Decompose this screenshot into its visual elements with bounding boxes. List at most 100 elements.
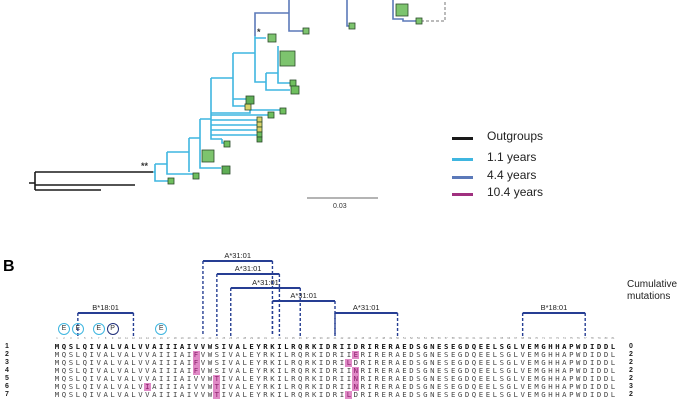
residue: L	[131, 358, 136, 367]
residue: I	[346, 382, 352, 391]
residue: L	[284, 382, 289, 391]
residue: A	[395, 374, 400, 383]
residue: Q	[298, 382, 303, 391]
residue: I	[172, 358, 178, 367]
residue: I	[172, 366, 178, 375]
residue: I	[589, 358, 595, 367]
residue: G	[506, 358, 511, 367]
residue: Y	[256, 350, 261, 359]
residue: E	[527, 358, 532, 367]
residue: V	[145, 358, 150, 367]
position-number: 40	[326, 337, 330, 340]
position-number: 56	[437, 337, 441, 340]
residue: I	[339, 382, 345, 391]
residue: R	[332, 342, 338, 351]
residue: H	[548, 390, 553, 399]
panel-b-label: B	[3, 258, 15, 275]
residue: V	[228, 366, 233, 375]
residue: L	[284, 342, 289, 351]
residue: A	[103, 374, 108, 383]
residue: E	[485, 382, 491, 391]
residue: W	[576, 374, 581, 383]
residue: Q	[298, 358, 303, 367]
residue: N	[430, 342, 435, 351]
residue: M	[54, 342, 60, 351]
residue: S	[214, 350, 220, 359]
epitope-label: A*31:01	[352, 303, 380, 312]
residue: E	[381, 366, 386, 375]
mutated-residue: T	[213, 374, 221, 383]
position-number: 5	[84, 337, 86, 340]
residue: I	[89, 358, 94, 367]
residue: P	[569, 366, 574, 375]
residue: H	[548, 358, 553, 367]
residue: P	[569, 382, 574, 391]
residue: S	[416, 366, 421, 375]
residue: L	[284, 350, 289, 359]
residue: Q	[61, 350, 67, 359]
residue: R	[332, 374, 338, 383]
residue: A	[103, 366, 108, 375]
residue: I	[339, 366, 345, 375]
residue: L	[610, 382, 616, 391]
residue: A	[152, 350, 157, 359]
residue: L	[75, 350, 81, 359]
residue: D	[596, 374, 602, 383]
residue: G	[423, 366, 428, 375]
residue: I	[318, 350, 324, 359]
position-number: 58	[451, 337, 455, 340]
residue: R	[332, 366, 338, 375]
residue: L	[513, 342, 518, 351]
residue: K	[270, 366, 275, 375]
residue: K	[311, 350, 317, 359]
legend-label: 1.1 years	[487, 150, 537, 164]
epitope-label: A*31:01	[290, 291, 318, 300]
residue: G	[457, 382, 463, 391]
residue: D	[603, 382, 609, 391]
row-number: 1	[5, 343, 9, 350]
dashed-branch	[421, 0, 446, 22]
residue: V	[96, 366, 101, 375]
position-number: 47	[375, 337, 379, 340]
residue: E	[402, 390, 407, 399]
residue: P	[569, 390, 574, 399]
residue: L	[284, 390, 289, 399]
residue: M	[54, 382, 60, 391]
residue: R	[360, 350, 365, 359]
residue: E	[437, 350, 442, 359]
residue: I	[589, 374, 595, 383]
residue: S	[68, 374, 74, 383]
residue: Q	[471, 350, 477, 359]
residue: R	[374, 342, 379, 351]
residue: V	[96, 342, 101, 351]
residue: A	[124, 350, 129, 359]
residue: S	[443, 374, 449, 383]
residue: A	[395, 366, 400, 375]
residue: D	[603, 366, 609, 375]
residue: D	[582, 382, 588, 391]
residue: D	[596, 366, 602, 375]
residue: I	[186, 366, 192, 375]
residue: I	[318, 382, 324, 391]
residue: D	[464, 350, 470, 359]
residue: L	[610, 390, 616, 399]
residue: I	[165, 366, 171, 375]
residue: R	[388, 350, 393, 359]
residue: V	[520, 382, 525, 391]
residue: E	[485, 366, 491, 375]
residue: W	[576, 390, 581, 399]
residue: V	[138, 366, 143, 375]
residue: G	[541, 374, 546, 383]
residue: M	[534, 374, 539, 383]
residue: G	[423, 342, 428, 351]
position-number: 73	[555, 337, 559, 340]
position-number: 41	[333, 337, 337, 340]
residue: A	[179, 350, 185, 359]
residue: V	[138, 358, 143, 367]
residue: S	[416, 350, 421, 359]
residue: D	[603, 342, 609, 351]
residue: I	[277, 374, 282, 383]
residue: A	[562, 350, 567, 359]
residue: E	[249, 374, 254, 383]
